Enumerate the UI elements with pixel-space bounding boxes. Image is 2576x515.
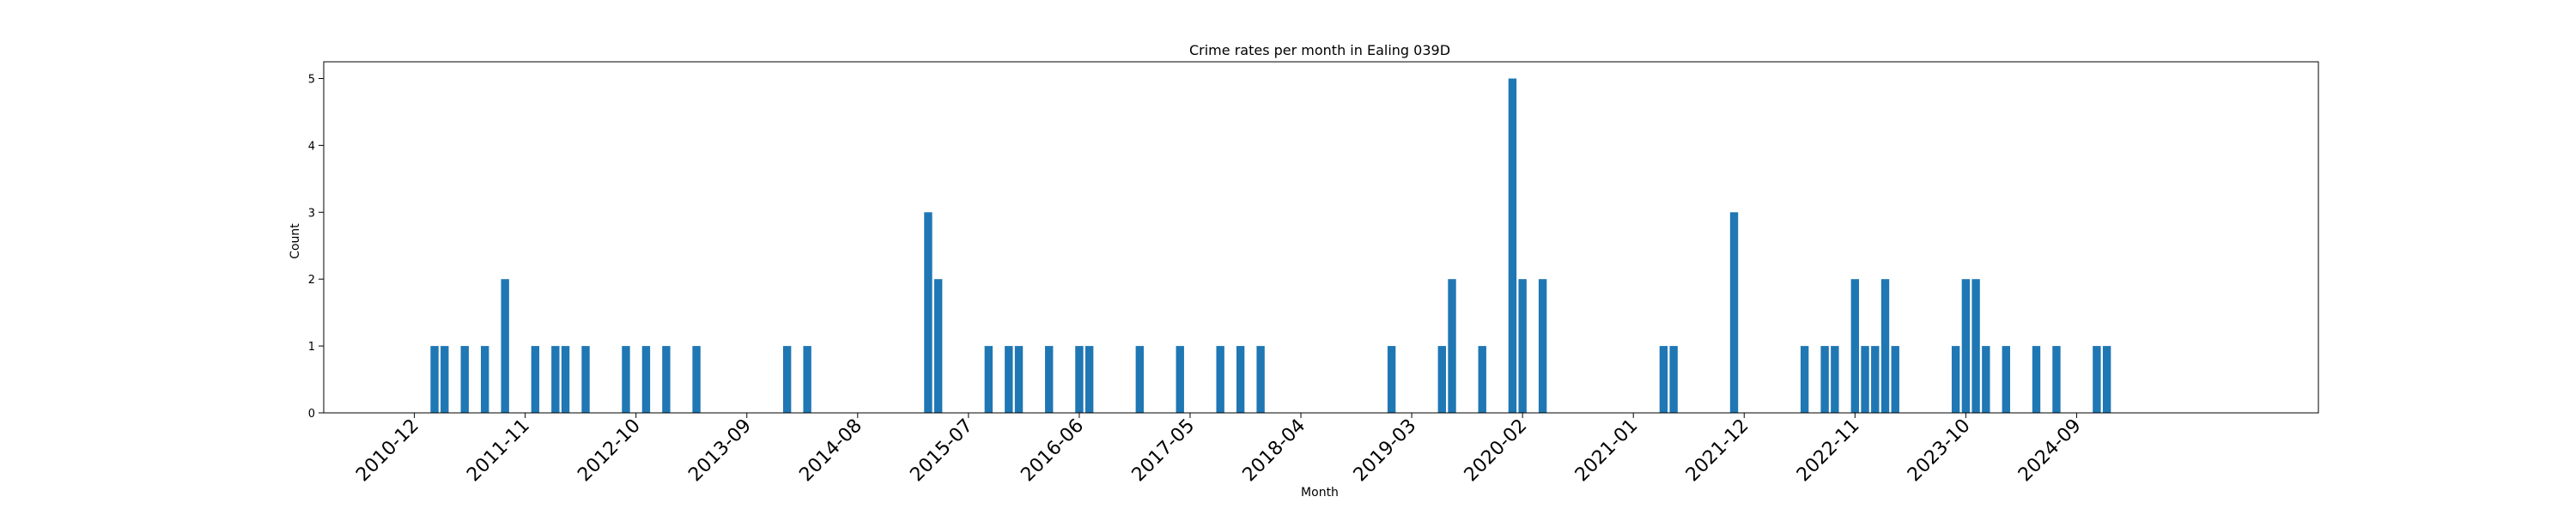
- x-tick-label: 2012-10: [574, 415, 645, 487]
- x-tick-label: 2017-05: [1128, 415, 1200, 487]
- bar: [1437, 346, 1446, 413]
- x-tick-label: 2016-06: [1017, 415, 1088, 487]
- x-tick-label: 2020-02: [1461, 415, 1532, 487]
- y-axis-ticks: 0 1 2 3 4 5: [308, 73, 324, 421]
- y-tick-label: 3: [308, 207, 315, 220]
- bar: [2052, 346, 2061, 413]
- bar: [1478, 346, 1486, 413]
- bar: [803, 346, 811, 413]
- bar: [2093, 346, 2101, 413]
- x-tick-label: 2018-04: [1239, 415, 1310, 487]
- x-tick-label: 2015-07: [906, 415, 977, 487]
- plot-frame: [323, 61, 2319, 414]
- bar: [662, 346, 671, 413]
- y-tick-label: 5: [308, 73, 315, 86]
- bar: [1951, 346, 1960, 413]
- bar: [641, 346, 651, 413]
- bar: [933, 279, 943, 413]
- bar: [1982, 346, 1990, 413]
- bar: [1820, 346, 1829, 413]
- bar: [1216, 346, 1224, 413]
- y-tick-label: 2: [308, 274, 315, 287]
- x-tick-label: 2019-03: [1350, 415, 1421, 487]
- bar: [1669, 346, 1678, 413]
- bar: [1448, 279, 1456, 413]
- bar: [1236, 346, 1245, 413]
- bar: [1729, 212, 1739, 413]
- bar: [1538, 279, 1547, 413]
- bar: [1045, 346, 1054, 413]
- bar: [1508, 78, 1517, 413]
- bar: [1871, 346, 1880, 413]
- bar: [1880, 279, 1890, 413]
- bar: [1800, 346, 1809, 413]
- x-tick-label: 2021-01: [1571, 415, 1643, 487]
- bar: [1891, 346, 1899, 413]
- bar: [692, 346, 701, 413]
- bar: [782, 346, 792, 413]
- bar: [1084, 346, 1094, 413]
- y-tick-label: 1: [308, 341, 315, 354]
- x-axis-label: Month: [1301, 486, 1339, 500]
- bar: [430, 346, 439, 413]
- bar: [924, 212, 933, 413]
- chart-title: Crime rates per month in Ealing 039D: [1189, 42, 1450, 58]
- bar: [1256, 346, 1265, 413]
- bar: [551, 346, 560, 413]
- bar: [501, 279, 509, 413]
- x-tick-label: 2024-09: [2014, 415, 2086, 487]
- x-tick-label: 2021-12: [1682, 415, 1753, 487]
- y-axis-label: Count: [289, 223, 302, 259]
- bar: [1831, 346, 1839, 413]
- bar: [1518, 279, 1527, 413]
- bars: [430, 78, 2111, 413]
- bar: [2102, 346, 2111, 413]
- x-tick-label: 2011-11: [463, 415, 534, 487]
- bar: [531, 346, 540, 413]
- bar: [1861, 346, 1869, 413]
- bar: [1971, 279, 1980, 413]
- bar: [1850, 279, 1860, 413]
- x-tick-label: 2014-08: [795, 415, 866, 487]
- bar: [2002, 346, 2010, 413]
- bar: [440, 346, 449, 413]
- bar: [1961, 279, 1971, 413]
- bar: [2032, 346, 2041, 413]
- bar: [460, 346, 469, 413]
- y-tick-label: 0: [308, 408, 315, 421]
- bar: [1659, 346, 1668, 413]
- x-axis-ticks: 2010-12 2011-11 2012-10 2013-09 2014-08 2015-…: [352, 413, 2086, 486]
- bar: [1176, 346, 1184, 413]
- bar: [481, 346, 489, 413]
- bar: [1135, 346, 1145, 413]
- x-tick-label: 2023-10: [1904, 415, 1975, 487]
- bar: [1387, 346, 1396, 413]
- x-tick-label: 2022-11: [1793, 415, 1864, 487]
- bar: [581, 346, 590, 413]
- bar: [622, 346, 630, 413]
- bar: [1014, 346, 1024, 413]
- x-tick-label: 2010-12: [352, 415, 423, 487]
- x-tick-label: 2013-09: [684, 415, 756, 487]
- bar: [1005, 346, 1013, 413]
- bar: [984, 346, 993, 413]
- y-tick-label: 4: [308, 140, 315, 153]
- bar: [1075, 346, 1084, 413]
- bar: [561, 346, 570, 413]
